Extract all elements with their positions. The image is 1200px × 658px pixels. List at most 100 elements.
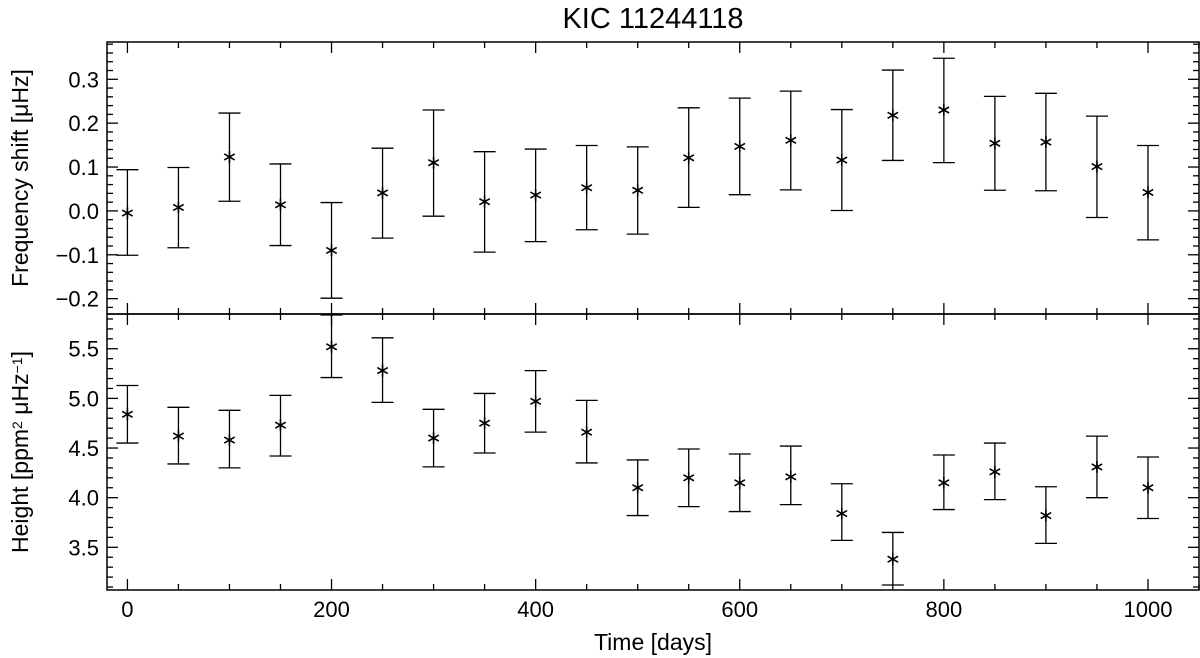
freq-data-point bbox=[530, 189, 542, 202]
height-data-point bbox=[1142, 481, 1154, 494]
freq-plot-frame bbox=[106, 41, 1200, 315]
height-marker-stroke bbox=[1091, 463, 1103, 471]
freq-data-point bbox=[683, 151, 695, 164]
freq-data-point bbox=[427, 156, 440, 169]
freq-data-point bbox=[734, 140, 746, 153]
height-data-point bbox=[478, 417, 491, 430]
freq-marker-stroke bbox=[938, 106, 950, 114]
height-data-point bbox=[1091, 460, 1103, 473]
freq-data-point bbox=[836, 154, 848, 167]
freq-marker-stroke bbox=[427, 158, 440, 167]
freq-marker-stroke bbox=[1040, 138, 1052, 146]
height-plot-frame bbox=[106, 313, 1200, 591]
freq-y-tick-label: 0.2 bbox=[68, 111, 99, 136]
x-tick-label: 0 bbox=[121, 597, 133, 622]
height-data-point bbox=[938, 476, 950, 489]
height-axis-label-part: ] bbox=[7, 351, 33, 357]
height-marker-stroke bbox=[785, 473, 797, 481]
height-data-point bbox=[223, 434, 236, 447]
height-marker-stroke bbox=[1040, 511, 1052, 520]
freq-data-point bbox=[274, 198, 287, 211]
height-data-point bbox=[836, 507, 848, 520]
height-marker-stroke bbox=[427, 434, 440, 442]
freq-marker-stroke bbox=[887, 111, 899, 119]
freq-data-point bbox=[1091, 160, 1103, 173]
x-tick-label: 600 bbox=[721, 597, 758, 622]
height-marker-stroke bbox=[172, 432, 185, 440]
freq-y-tick-label: 0.1 bbox=[68, 155, 99, 180]
freq-marker-stroke bbox=[172, 203, 185, 212]
height-marker-stroke bbox=[938, 479, 950, 487]
freq-y-tick-label: −0.1 bbox=[56, 243, 99, 268]
freq-data-point bbox=[887, 109, 899, 122]
height-y-tick-label: 5.5 bbox=[68, 337, 99, 362]
height-marker-stroke bbox=[274, 421, 287, 429]
height-data-point bbox=[274, 419, 287, 432]
freq-marker-stroke bbox=[632, 186, 644, 194]
freq-data-point bbox=[938, 104, 950, 116]
height-y-tick-label: 4.0 bbox=[68, 486, 99, 511]
height-data-point bbox=[172, 430, 185, 443]
freq-data-point bbox=[172, 201, 185, 214]
freq-data-point bbox=[376, 186, 389, 199]
freq-marker-stroke bbox=[785, 136, 797, 144]
height-marker-stroke bbox=[530, 397, 542, 406]
freq-marker-stroke bbox=[836, 156, 848, 164]
height-data-point bbox=[581, 426, 593, 439]
x-tick-label: 800 bbox=[926, 597, 963, 622]
freq-marker-stroke bbox=[683, 154, 695, 162]
freq-y-tick-label: −0.2 bbox=[56, 287, 99, 312]
height-data-point bbox=[989, 465, 1001, 478]
height-marker-stroke bbox=[887, 555, 899, 563]
height-marker-stroke bbox=[376, 366, 389, 375]
height-marker-stroke bbox=[632, 484, 644, 492]
freq-marker-stroke bbox=[223, 153, 236, 161]
height-axis-label-part: 2 bbox=[9, 421, 25, 429]
height-axis-label: Height [ppm2 μHz−1] bbox=[7, 351, 33, 553]
frequency-shift-panel: Frequency shift [μHz] −0.2 −0.1 0.0 0.1 0.2 0… bbox=[7, 41, 1200, 315]
height-y-tick-label: 5.0 bbox=[68, 386, 99, 411]
height-marker-stroke bbox=[734, 479, 746, 487]
freq-data-point bbox=[1040, 136, 1052, 149]
height-data-point bbox=[530, 395, 542, 408]
freq-data-point bbox=[632, 184, 644, 197]
height-y-tick-label: 4.5 bbox=[68, 436, 99, 461]
height-axis-label-part: μHz bbox=[7, 373, 33, 421]
height-y-tick-label: 3.5 bbox=[68, 535, 99, 560]
freq-data-point bbox=[1142, 186, 1154, 199]
freq-marker-stroke bbox=[274, 201, 287, 209]
freq-data-point bbox=[223, 150, 236, 163]
height-marker-stroke bbox=[836, 509, 848, 518]
chart-title: KIC 11244118 bbox=[562, 3, 743, 35]
height-marker-stroke bbox=[478, 419, 491, 427]
height-data-point bbox=[683, 471, 695, 484]
freq-marker-stroke bbox=[121, 209, 134, 217]
height-marker-stroke bbox=[121, 410, 134, 418]
freq-marker-stroke bbox=[478, 197, 491, 206]
height-marker-stroke bbox=[683, 474, 695, 482]
height-axis-label-part: Height [ppm bbox=[7, 429, 33, 553]
freq-data-point bbox=[478, 195, 491, 208]
height-data-point bbox=[785, 470, 797, 483]
x-tick-label: 200 bbox=[313, 597, 350, 622]
height-data-point bbox=[376, 364, 389, 377]
freq-data-point bbox=[989, 137, 1001, 150]
freq-marker-stroke bbox=[530, 191, 542, 199]
freq-marker-stroke bbox=[376, 189, 389, 197]
height-marker-stroke bbox=[1142, 484, 1154, 492]
freq-marker-stroke bbox=[989, 139, 1001, 148]
height-data-point bbox=[121, 408, 134, 421]
height-data-point bbox=[325, 340, 338, 353]
height-axis-label-part: −1 bbox=[9, 357, 25, 373]
height-marker-stroke bbox=[581, 428, 593, 436]
height-data-point bbox=[632, 481, 644, 494]
freq-marker-stroke bbox=[325, 246, 338, 255]
time-axis-label: Time [days] bbox=[594, 629, 712, 655]
x-tick-label: 1000 bbox=[1123, 597, 1172, 622]
height-data-point bbox=[734, 476, 746, 489]
freq-marker-stroke bbox=[581, 183, 593, 192]
freq-marker-stroke bbox=[1142, 188, 1154, 197]
frequency-shift-axis-label: Frequency shift [μHz] bbox=[7, 69, 33, 287]
height-marker-stroke bbox=[989, 468, 1001, 476]
